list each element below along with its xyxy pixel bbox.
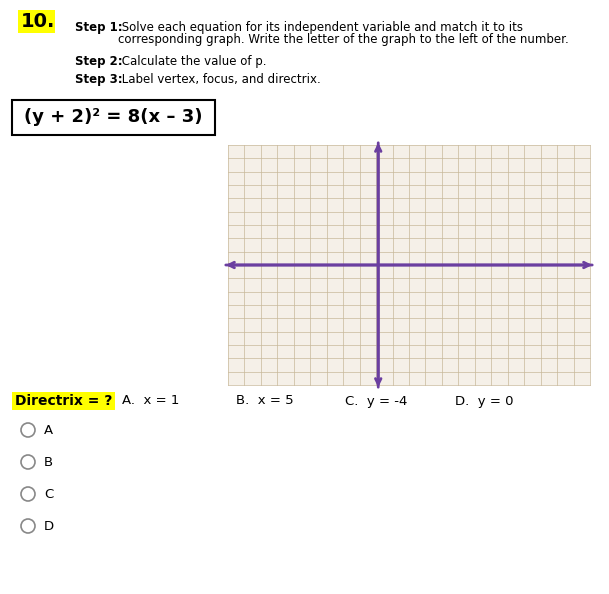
Text: C.  y = -4: C. y = -4 — [345, 394, 407, 407]
Text: corresponding graph. Write the letter of the graph to the left of the number.: corresponding graph. Write the letter of… — [118, 33, 569, 46]
Text: A.  x = 1: A. x = 1 — [122, 394, 180, 407]
Text: D.  y = 0: D. y = 0 — [455, 394, 513, 407]
Text: Label vertex, focus, and directrix.: Label vertex, focus, and directrix. — [118, 72, 321, 86]
Bar — [12, 100, 215, 135]
Text: B: B — [44, 456, 53, 469]
Text: Step 1:: Step 1: — [75, 21, 122, 33]
Text: B.  x = 5: B. x = 5 — [236, 394, 294, 407]
Bar — [12, 392, 115, 410]
Text: (y + 2)² = 8(x – 3): (y + 2)² = 8(x – 3) — [24, 109, 203, 127]
Bar — [228, 145, 590, 385]
Text: A: A — [44, 424, 53, 437]
Text: D: D — [44, 520, 54, 532]
Text: 10.: 10. — [21, 12, 55, 31]
Text: Step 2:: Step 2: — [75, 55, 122, 68]
Text: Directrix = ?: Directrix = ? — [15, 394, 113, 408]
Text: Step 3:: Step 3: — [75, 72, 122, 86]
Bar — [18, 10, 55, 33]
Text: Solve each equation for its independent variable and match it to its: Solve each equation for its independent … — [118, 21, 523, 33]
Text: Calculate the value of p.: Calculate the value of p. — [118, 55, 267, 68]
Text: C: C — [44, 488, 53, 501]
